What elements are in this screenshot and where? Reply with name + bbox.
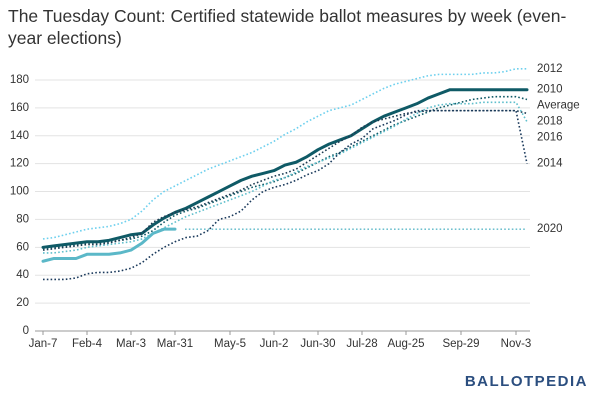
- series-label: 2012: [537, 63, 563, 75]
- series-line: [42, 67, 527, 240]
- series-line: [42, 95, 528, 250]
- x-tick-label: Mar-3: [116, 338, 146, 350]
- y-tick-label: 80: [16, 213, 29, 225]
- x-tick-label: Jul-28: [346, 338, 377, 350]
- x-tick-label: Jun-2: [260, 338, 289, 350]
- x-tick-label: Jun-30: [300, 338, 335, 350]
- y-tick-label: 20: [16, 297, 29, 309]
- y-tick-label: 60: [16, 241, 29, 253]
- series-label: 2020: [537, 223, 563, 235]
- series-label: 2018: [537, 116, 563, 128]
- series-label: Average: [537, 100, 580, 112]
- series-label: 2016: [537, 132, 563, 144]
- y-tick-label: 40: [16, 269, 29, 281]
- x-tick-label: Feb-4: [72, 338, 103, 350]
- y-tick-label: 140: [10, 130, 29, 142]
- y-tick-label: 0: [23, 325, 29, 337]
- x-tick-label: Jan-7: [29, 338, 58, 350]
- series-line: [42, 109, 528, 251]
- logo: BALLOTPEDIA: [465, 373, 588, 390]
- series-label: 2014: [537, 158, 563, 170]
- x-tick-label: May-5: [214, 338, 246, 350]
- x-tick-label: Sep-29: [442, 338, 479, 350]
- x-tick-label: Nov-3: [501, 338, 532, 350]
- series-line: [41, 227, 177, 263]
- y-tick-label: 160: [10, 102, 29, 114]
- series-line: [41, 88, 529, 249]
- x-tick-label: Mar-31: [157, 338, 193, 350]
- y-tick-label: 100: [10, 186, 29, 198]
- x-tick-label: Aug-25: [387, 338, 424, 350]
- y-tick-label: 180: [10, 74, 29, 86]
- chart-title: The Tuesday Count: Certified statewide b…: [8, 6, 567, 48]
- y-tick-label: 120: [10, 158, 29, 170]
- series-line: [43, 101, 528, 254]
- series-label: 2010: [537, 84, 563, 96]
